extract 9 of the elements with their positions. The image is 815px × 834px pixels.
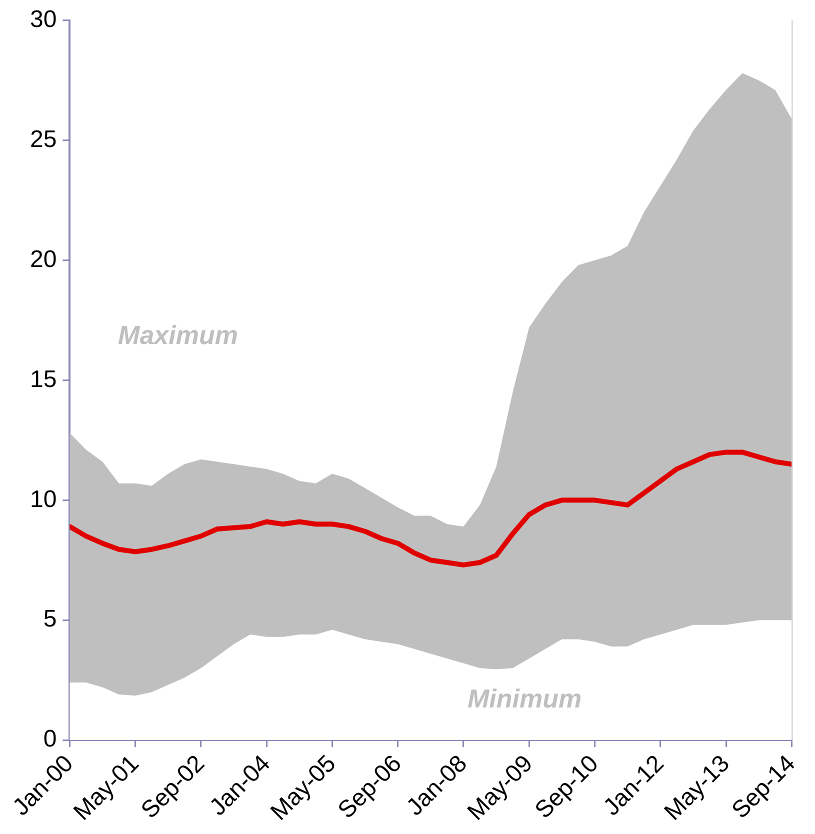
y-tick-label: 10 [30,486,57,513]
y-tick-label: 5 [43,606,57,633]
y-tick-label: 0 [43,726,57,753]
y-tick-label: 30 [30,6,57,34]
y-tick-label: 25 [30,126,57,153]
annotation: Maximum [118,320,238,350]
y-tick-label: 15 [30,366,57,393]
y-tick-label: 20 [30,246,57,273]
annotation: Minimum [467,684,582,714]
